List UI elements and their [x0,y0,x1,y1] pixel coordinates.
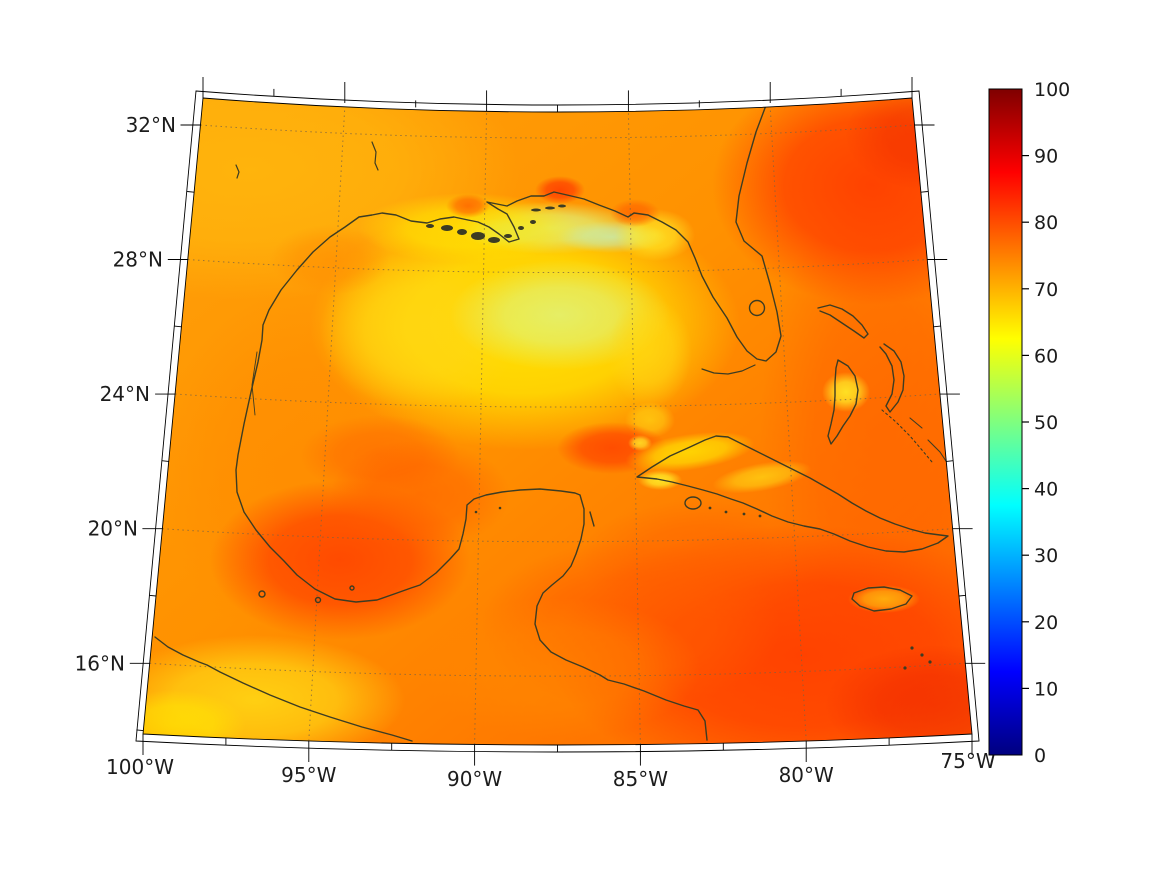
island-specks [426,204,932,670]
colorbar-label-40: 40 [1034,479,1058,501]
heatmap-field [143,98,972,745]
colorbar-label-60: 60 [1034,345,1058,367]
colorbar-ticks [1022,155,1029,690]
graticule-gridlines [149,106,966,745]
colorbar-label-90: 90 [1034,146,1058,168]
lon-tick-label-95w: 95°W [281,763,336,787]
lon-axis-labels: 100°W 95°W 90°W 85°W 80°W 75°W [106,749,996,791]
colorbar: 100 90 80 70 60 50 40 30 20 10 0 [988,79,1070,767]
lat-tick-label-24n: 24°N [100,382,150,406]
lon-tick-label-75w: 75°W [940,749,995,773]
colorbar-label-10: 10 [1034,678,1058,700]
map-frame [129,77,986,766]
coastlines [154,99,949,742]
colorbar-label-100: 100 [1034,79,1070,101]
colorbar-label-0: 0 [1034,745,1046,767]
lat-tick-label-16n: 16°N [75,651,125,675]
colorbar-label-30: 30 [1034,545,1058,567]
lat-axis-labels: 32°N 28°N 24°N 20°N 16°N [75,113,176,675]
lon-tick-label-85w: 85°W [613,767,668,791]
colorbar-label-50: 50 [1034,412,1058,434]
lat-tick-label-32n: 32°N [126,113,176,137]
colorbar-labels: 100 90 80 70 60 50 40 30 20 10 0 [1034,79,1070,767]
colorbar-label-80: 80 [1034,212,1058,234]
lon-tick-label-90w: 90°W [447,767,502,791]
colorbar-label-70: 70 [1034,279,1058,301]
lat-tick-label-28n: 28°N [113,248,163,272]
lon-tick-label-80w: 80°W [779,763,834,787]
colorbar-gradient [988,88,1023,756]
colorbar-label-20: 20 [1034,612,1058,634]
lat-tick-label-20n: 20°N [88,517,138,541]
lon-tick-label-100w: 100°W [106,755,174,779]
